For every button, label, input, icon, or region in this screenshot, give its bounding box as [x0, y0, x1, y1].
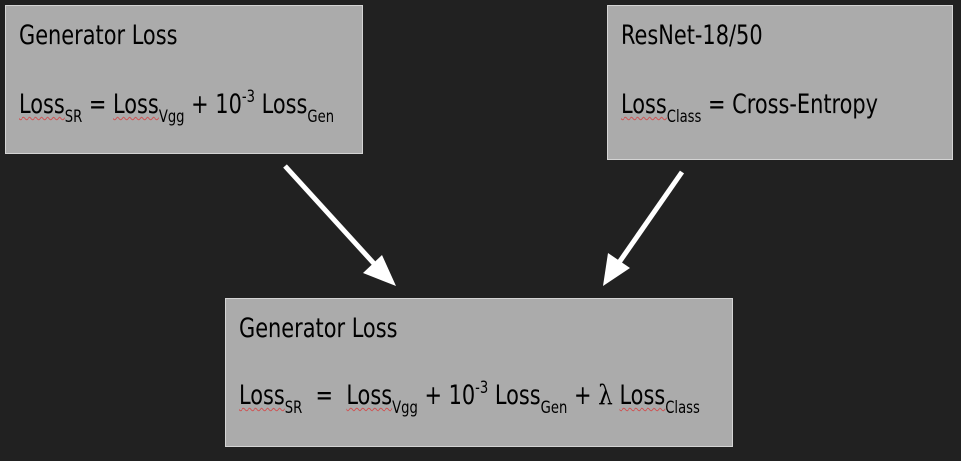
- cross-entropy-text: = Cross-Entropy: [701, 89, 879, 120]
- subscript-gen: Gen: [540, 398, 568, 418]
- generator-loss-formula: LossSR = LossVgg + 10-3 LossGen: [19, 89, 334, 126]
- resnet-box: ResNet-18/50 LossClass = Cross-Entropy: [607, 5, 953, 160]
- exponent: -3: [241, 87, 256, 107]
- loss-term: Loss: [113, 89, 159, 120]
- combined-loss-formula: LossSR = LossVgg + 10-3 LossGen + λ Loss…: [239, 380, 700, 417]
- coefficient: + 10: [417, 380, 476, 411]
- lambda-symbol: λ: [598, 380, 613, 411]
- generator-loss-box: Generator Loss LossSR = LossVgg + 10-3 L…: [5, 5, 363, 154]
- class-loss-formula: LossClass = Cross-Entropy: [621, 89, 879, 126]
- subscript-vgg: Vgg: [392, 398, 418, 418]
- subscript-sr: SR: [64, 107, 83, 127]
- loss-term: Loss: [19, 89, 65, 120]
- subscript-vgg: Vgg: [158, 107, 185, 127]
- loss-term: Loss: [619, 380, 666, 411]
- loss-term: Loss: [239, 380, 285, 411]
- exponent: -3: [475, 378, 489, 398]
- subscript-gen: Gen: [307, 107, 335, 127]
- resnet-title: ResNet-18/50: [621, 20, 763, 51]
- generator-loss-title: Generator Loss: [19, 20, 178, 51]
- arrow-resnet-to-combined: [603, 170, 685, 286]
- loss-term: Loss: [255, 89, 308, 120]
- loss-term: Loss: [488, 380, 541, 411]
- coefficient: + 10: [184, 89, 242, 120]
- combined-loss-title: Generator Loss: [239, 313, 398, 344]
- equals-sign: =: [82, 89, 114, 120]
- loss-term: Loss: [346, 380, 393, 411]
- loss-term: Loss: [621, 89, 667, 120]
- plus-sign: +: [567, 380, 599, 411]
- subscript-sr: SR: [284, 398, 303, 418]
- equals-sign: =: [302, 380, 347, 411]
- subscript-class: Class: [665, 398, 700, 418]
- combined-generator-loss-box: Generator Loss LossSR = LossVgg + 10-3 L…: [225, 298, 733, 447]
- arrow-generator-to-combined: [283, 164, 396, 286]
- subscript-class: Class: [666, 107, 702, 127]
